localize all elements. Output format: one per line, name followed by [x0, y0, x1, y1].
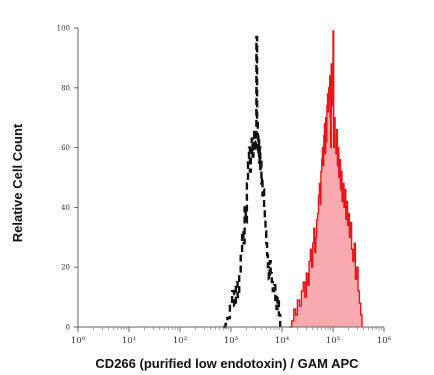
- x-axis-title: CD266 (purified low endotoxin) / GAM APC: [95, 356, 359, 371]
- y-tick-label: 0: [66, 324, 70, 332]
- y-axis-title: Relative Cell Count: [10, 123, 25, 242]
- y-tick-label: 80: [61, 84, 70, 92]
- y-tick-label: 60: [61, 144, 70, 152]
- axes: 10⁰ 10¹ 10² 10³ 10⁴ 10⁵ 10⁶ 0 20 40 60 80 100: [57, 25, 392, 347]
- y-tick-label: 20: [61, 264, 70, 272]
- y-tick-label: 100: [57, 25, 70, 33]
- x-tick-label: 10⁴: [275, 336, 290, 346]
- y-tick-label: 40: [61, 204, 70, 212]
- x-tick-label: 10⁶: [377, 336, 392, 346]
- series-1-line: [289, 30, 363, 328]
- x-tick-label: 10²: [173, 336, 187, 346]
- x-tick-label: 10⁰: [71, 336, 86, 346]
- x-tick-label: 10³: [224, 336, 238, 346]
- series-0-line: [223, 35, 282, 329]
- plot-area: [223, 30, 363, 329]
- x-tick-label: 10⁵: [326, 336, 341, 346]
- x-tick-label: 10¹: [122, 336, 136, 346]
- series-1-fill: [289, 31, 362, 327]
